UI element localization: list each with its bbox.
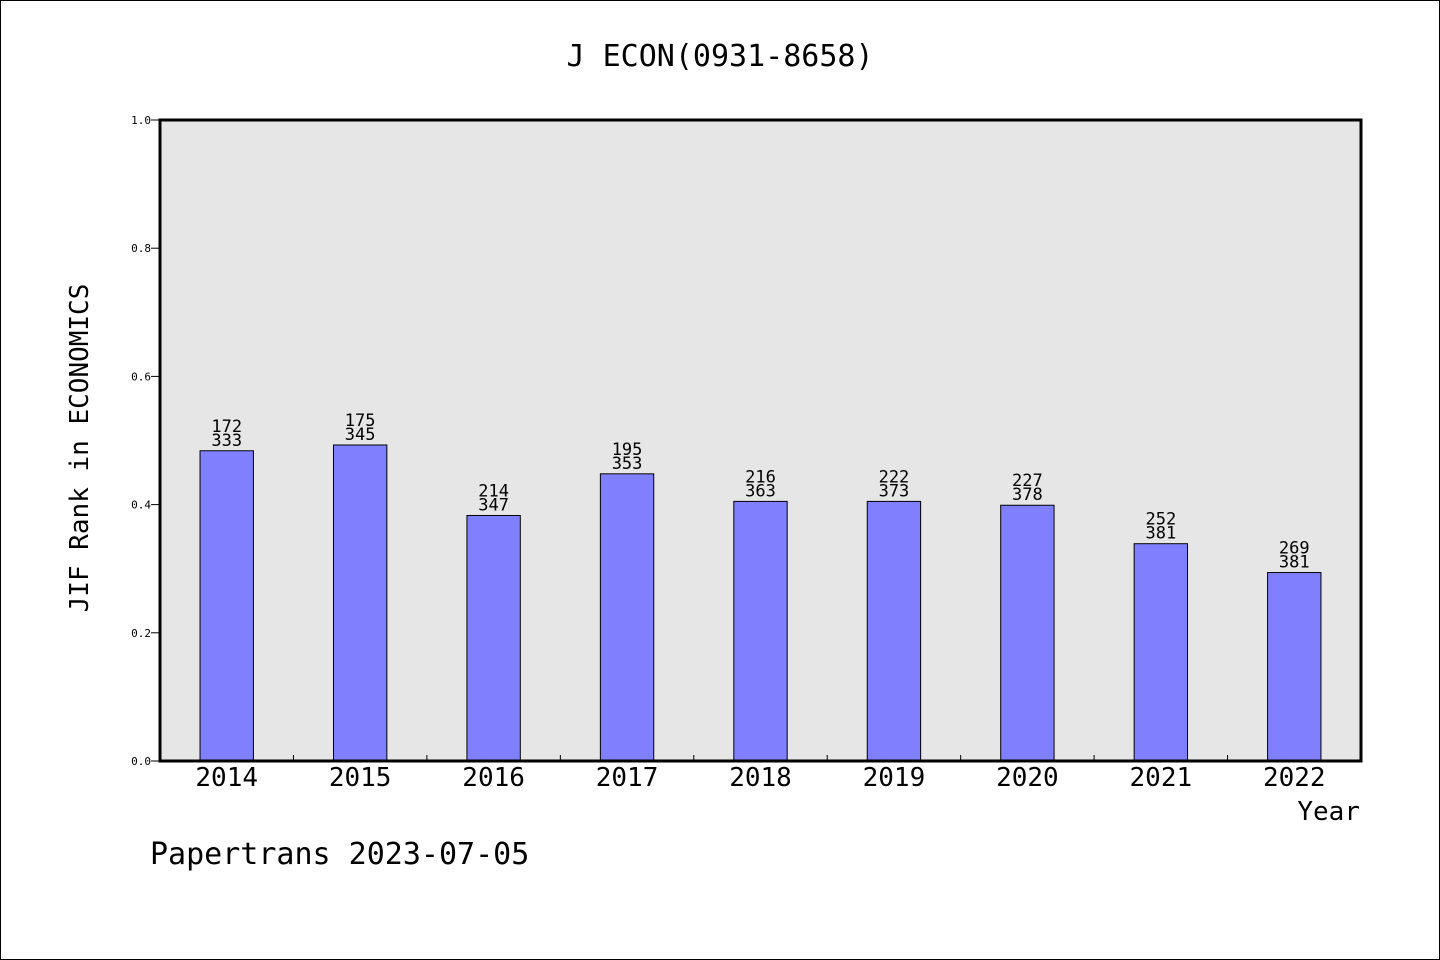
x-tick-label: 2015 (329, 763, 392, 793)
rank-label: 216 (745, 467, 776, 487)
x-tick-label: 2018 (729, 763, 792, 793)
footer-text: Papertrans 2023-07-05 (150, 837, 529, 872)
rank-label: 222 (879, 467, 910, 487)
rank-label: 227 (1012, 471, 1043, 491)
y-tick-label: 0.4 (131, 499, 151, 512)
y-tick-label: 0.6 (131, 370, 151, 383)
y-tick-label: 1.0 (131, 114, 151, 127)
chart-title: J ECON(0931-8658) (566, 39, 873, 74)
rank-label: 175 (345, 411, 376, 431)
total-label: 381 (1145, 524, 1176, 544)
total-label: 373 (879, 481, 910, 501)
bar-2020 (1000, 504, 1055, 762)
y-tick-label: 0.0 (131, 755, 151, 768)
rank-label: 214 (478, 481, 509, 501)
bar-2019 (866, 500, 922, 762)
data-labels: 1723331753452143471953532163632223732273… (211, 411, 1309, 573)
bar-2018 (733, 500, 788, 762)
rank-label: 269 (1279, 539, 1310, 559)
x-tick-label: 2020 (996, 763, 1059, 793)
plot-border (158, 118, 1363, 763)
y-axis: 0.0 0.2 0.4 0.6 0.8 1.0 (131, 114, 160, 768)
total-label: 363 (745, 481, 776, 501)
x-tick-label: 2022 (1263, 763, 1326, 793)
y-tick-label: 0.8 (131, 242, 151, 255)
x-tick-label: 2019 (863, 763, 926, 793)
x-axis: 2014 2015 2016 2017 2018 2019 2020 2021 2022 (195, 755, 1326, 793)
rank-label: 252 (1145, 510, 1176, 530)
total-label: 353 (612, 454, 643, 474)
x-tick-label: 2021 (1130, 763, 1193, 793)
rank-label: 172 (211, 417, 242, 437)
total-label: 381 (1279, 553, 1310, 573)
x-axis-label: Year (1297, 797, 1360, 827)
x-tick-label: 2016 (462, 763, 525, 793)
total-label: 347 (478, 495, 509, 515)
total-label: 345 (345, 425, 376, 445)
y-axis-label: JIF Rank in ECONOMICS (65, 284, 95, 613)
total-label: 333 (211, 431, 242, 451)
y-tick-label: 0.2 (131, 627, 151, 640)
bar-series (199, 444, 1322, 762)
bar-2022 (1267, 572, 1322, 762)
bar-2016 (466, 514, 521, 762)
bar-2014 (199, 450, 254, 762)
x-tick-label: 2017 (596, 763, 659, 793)
total-label: 378 (1012, 485, 1043, 505)
bar-2015 (332, 444, 388, 762)
x-tick-label: 2014 (195, 763, 258, 793)
bar-2017 (599, 473, 655, 762)
rank-label: 195 (612, 440, 643, 460)
bar-2021 (1133, 543, 1189, 762)
